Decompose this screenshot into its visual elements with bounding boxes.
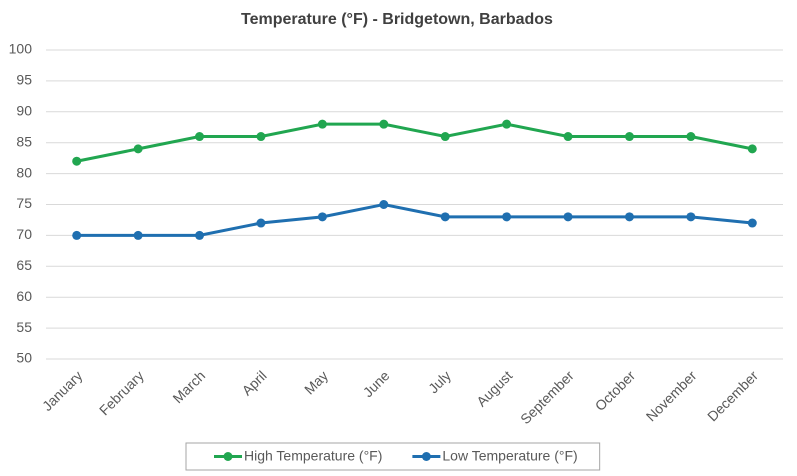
series-line <box>76 122 753 163</box>
data-point <box>379 200 389 209</box>
data-point <box>563 132 573 142</box>
y-tick-label: 65 <box>16 257 32 273</box>
y-tick-label: 50 <box>16 350 32 366</box>
y-tick-label: 90 <box>16 103 32 119</box>
x-tick-label: September <box>517 367 577 427</box>
data-point <box>440 212 450 222</box>
x-tick-label: February <box>96 367 147 418</box>
x-tick-label: July <box>425 367 454 396</box>
data-point <box>195 132 205 142</box>
legend-label: High Temperature (°F) <box>244 448 382 464</box>
y-tick-label: 75 <box>16 195 32 211</box>
data-point <box>563 212 573 222</box>
data-point <box>133 144 143 154</box>
y-tick-label: 100 <box>9 41 33 57</box>
data-point <box>686 212 696 222</box>
chart-title: Temperature (°F) - Bridgetown, Barbados <box>241 11 553 28</box>
data-point <box>72 156 82 166</box>
data-point <box>502 119 512 129</box>
x-tick-label: June <box>360 367 393 400</box>
x-tick-label: January <box>39 367 86 414</box>
legend-box <box>185 442 601 471</box>
data-point <box>195 230 205 240</box>
x-tick-label: May <box>301 367 331 397</box>
x-tick-label: December <box>704 367 761 424</box>
data-point <box>440 132 450 142</box>
data-point <box>317 212 327 222</box>
x-tick-label: April <box>239 367 270 398</box>
y-tick-label: 60 <box>16 288 32 304</box>
data-point <box>256 218 266 228</box>
legend-marker <box>223 452 233 461</box>
x-tick-label: August <box>473 367 515 409</box>
x-tick-label: November <box>643 367 700 424</box>
data-point <box>133 230 143 240</box>
data-point <box>624 132 634 142</box>
data-point <box>624 212 634 222</box>
data-point <box>256 132 266 142</box>
y-tick-label: 70 <box>16 226 32 242</box>
x-tick-label: October <box>592 367 639 414</box>
data-point <box>686 132 696 142</box>
data-point <box>317 119 327 129</box>
data-point <box>72 230 82 240</box>
legend-label: Low Temperature (°F) <box>442 448 577 464</box>
y-tick-label: 80 <box>16 164 32 180</box>
series-line <box>76 202 753 237</box>
y-tick-label: 95 <box>16 72 32 88</box>
y-tick-label: 55 <box>16 319 32 335</box>
x-tick-label: March <box>169 367 208 406</box>
data-point <box>502 212 512 222</box>
data-point <box>747 144 757 154</box>
y-tick-label: 85 <box>16 133 32 149</box>
legend-marker <box>421 452 431 461</box>
data-point <box>747 218 757 228</box>
data-point <box>379 119 389 129</box>
